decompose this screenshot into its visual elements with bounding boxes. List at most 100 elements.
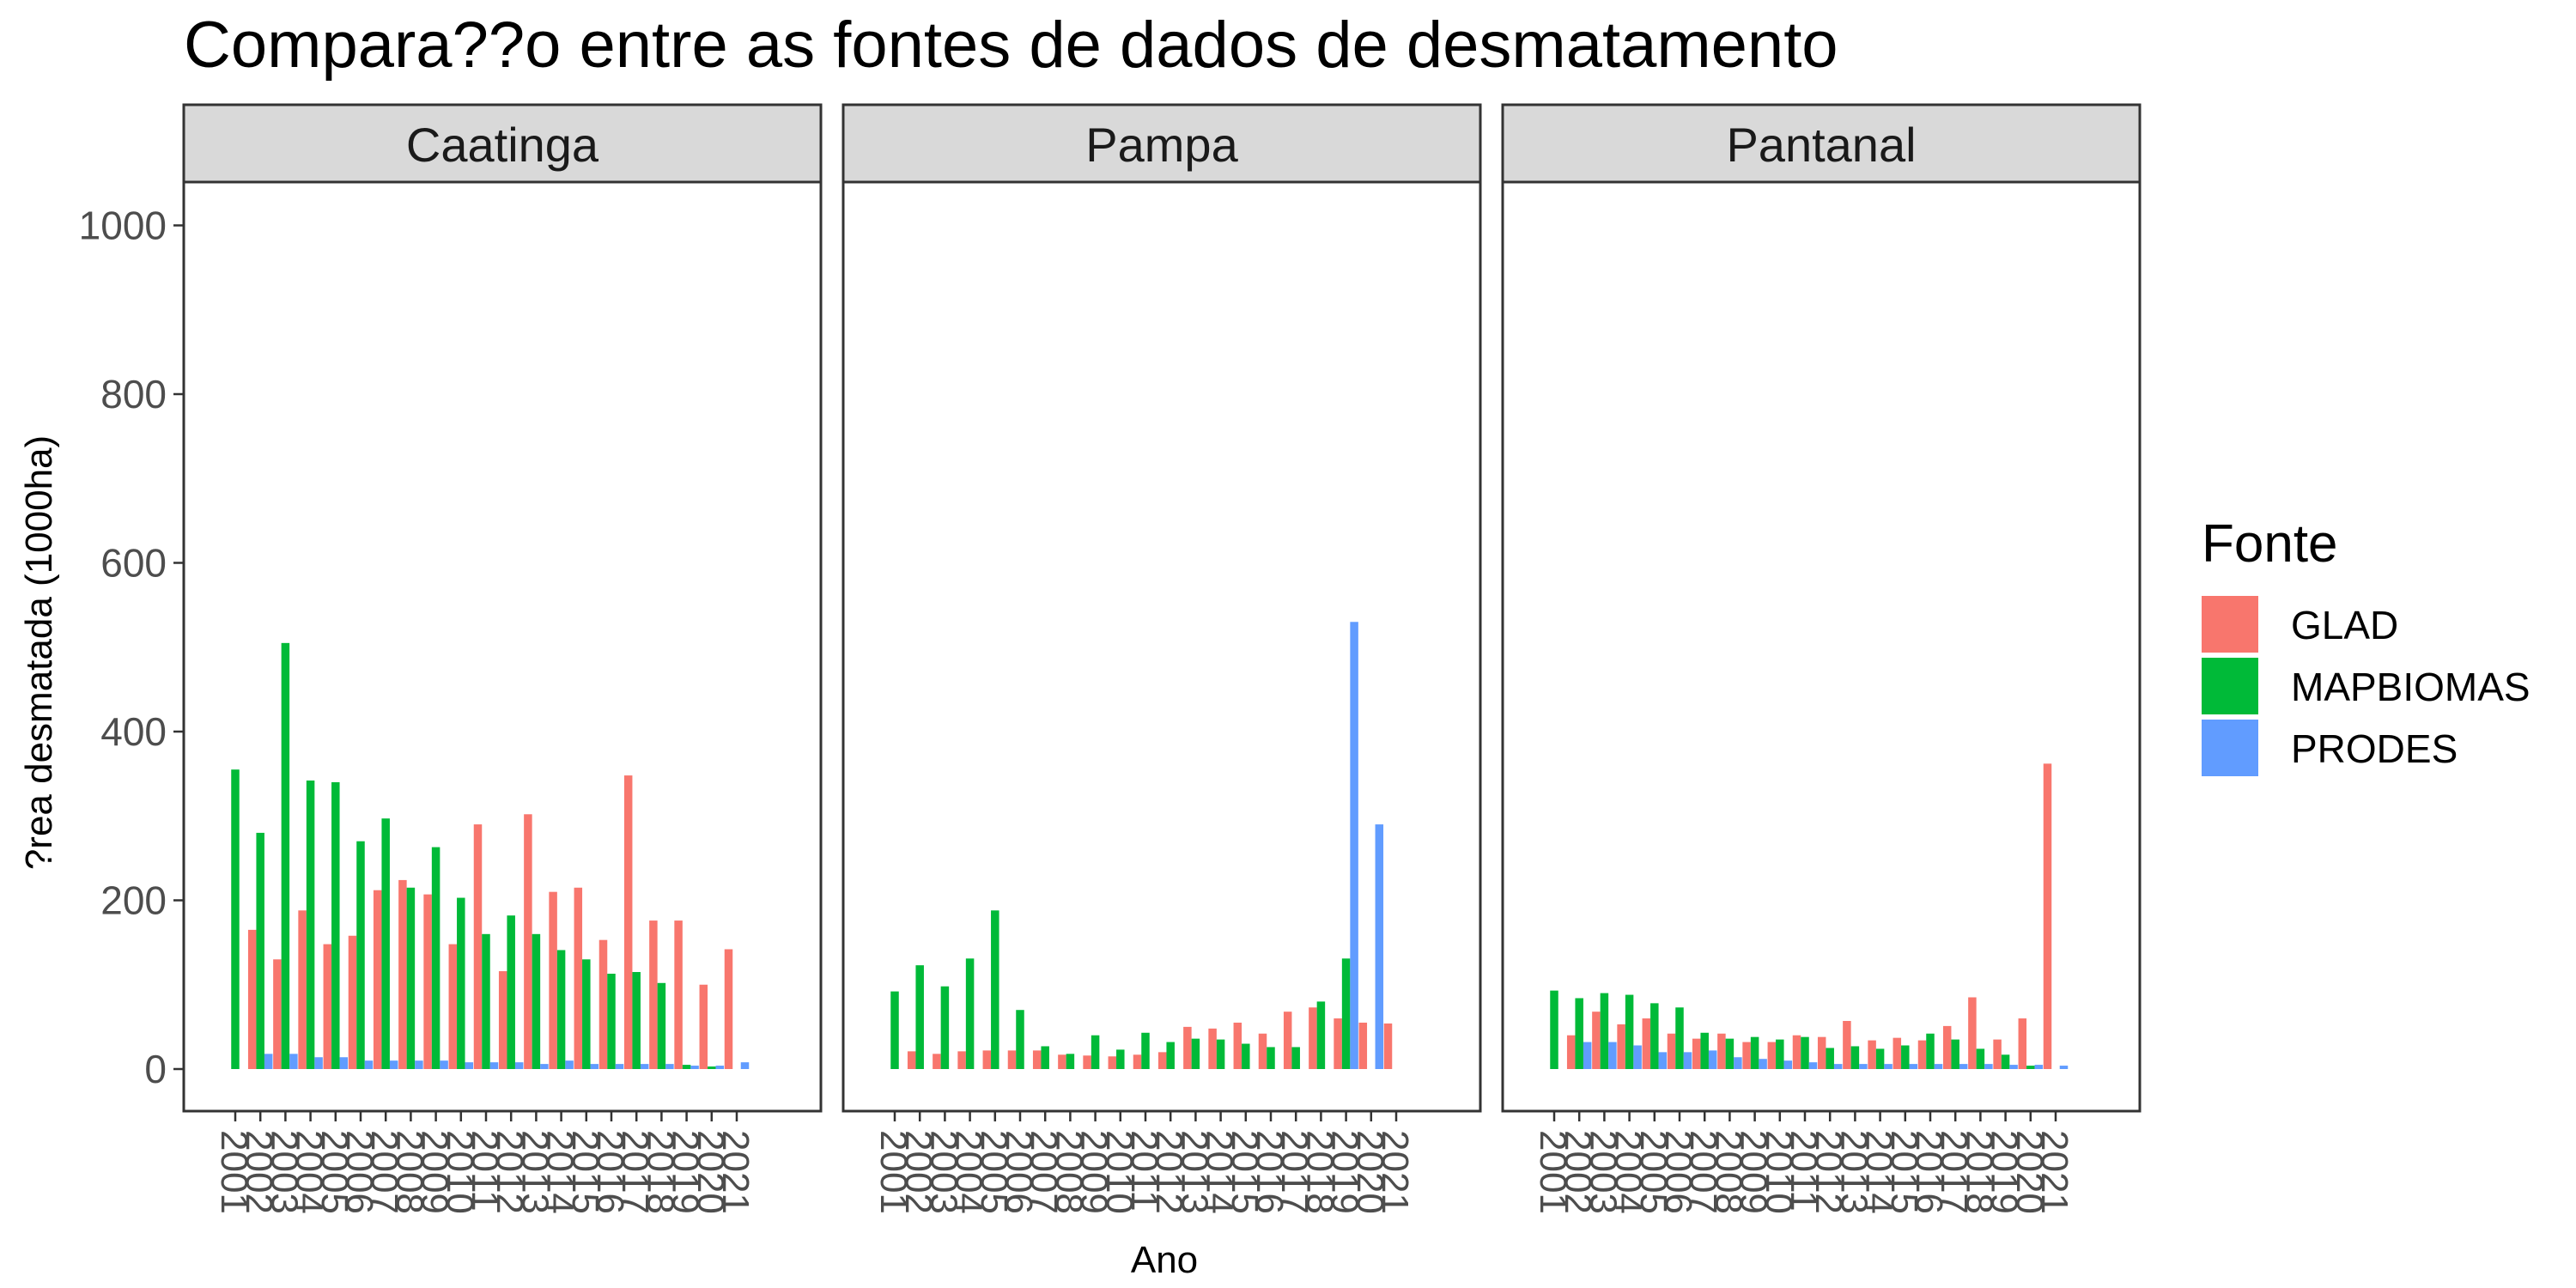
bar-pantanal-mapbiomas-2012: [1826, 1048, 1834, 1069]
facet-caatinga: Caatinga 20012002200320042005200620072008…: [182, 103, 823, 1214]
legend: Fonte GLAD MAPBIOMAS PRODES: [2202, 514, 2530, 776]
x-tick-label: 2013: [513, 1130, 556, 1214]
bar-pantanal-glad-2009: [1742, 1042, 1751, 1069]
x-tick-label: 2015: [1883, 1130, 1925, 1214]
bar-pampa-glad-2005: [982, 1050, 992, 1069]
bar-pantanal-prodes-2009: [1759, 1059, 1767, 1069]
x-tick-label: 2003: [922, 1130, 964, 1214]
bar-pampa-glad-2002: [907, 1051, 916, 1069]
x-tick-label: 2006: [998, 1130, 1040, 1214]
bar-caatinga-glad-2015: [574, 887, 583, 1069]
bar-pantanal-glad-2011: [1792, 1035, 1801, 1069]
x-tick-label: 2005: [313, 1130, 355, 1214]
x-tick-label: 2010: [439, 1130, 481, 1214]
bar-caatinga-glad-2004: [298, 910, 307, 1069]
panel-border: [182, 180, 823, 1113]
x-tick-label: 2014: [1858, 1130, 1900, 1214]
y-tick-label: 400: [100, 709, 167, 754]
bar-pampa-glad-2021: [1383, 1023, 1393, 1069]
bar-pampa-glad-2006: [1007, 1050, 1017, 1069]
bar-pampa-mapbiomas-2005: [991, 910, 999, 1069]
x-tick-label: 2014: [1199, 1130, 1241, 1214]
x-tick-label: 2018: [639, 1130, 681, 1214]
x-tick-label: 2011: [464, 1130, 506, 1212]
x-tick-label: 2004: [1607, 1130, 1649, 1214]
chart-title: Compara??o entre as fontes de dados de d…: [184, 9, 1838, 82]
x-tick-label: 2003: [1582, 1130, 1624, 1214]
bar-caatinga-glad-2014: [549, 891, 557, 1069]
bar-caatinga-mapbiomas-2002: [256, 832, 264, 1069]
bar-pampa-mapbiomas-2013: [1191, 1038, 1200, 1069]
x-tick-label: 2011: [1123, 1130, 1165, 1212]
bar-caatinga-mapbiomas-2014: [556, 950, 566, 1069]
bar-pantanal-prodes-2019: [2009, 1065, 2018, 1069]
x-tick-label: 2014: [539, 1130, 581, 1214]
x-tick-label: 2006: [338, 1130, 380, 1214]
x-tick-label: 2012: [1148, 1130, 1190, 1214]
bar-pantanal-glad-2018: [1968, 997, 1977, 1069]
bar-pampa-mapbiomas-2015: [1242, 1043, 1250, 1070]
bar-pantanal-prodes-2003: [1608, 1042, 1617, 1069]
y-tick-label: 600: [100, 541, 167, 586]
bar-pantanal-prodes-2007: [1708, 1050, 1717, 1069]
panel-border: [1501, 180, 2142, 1113]
bar-pantanal-prodes-2006: [1683, 1052, 1692, 1069]
bar-pantanal-mapbiomas-2013: [1850, 1046, 1860, 1069]
bar-pampa-mapbiomas-2004: [965, 958, 975, 1069]
y-tick-label: 200: [100, 878, 167, 923]
bar-pantanal-glad-2014: [1868, 1040, 1876, 1070]
bar-caatinga-glad-2021: [724, 949, 733, 1069]
bar-pampa-mapbiomas-2009: [1091, 1035, 1100, 1069]
bar-pampa-mapbiomas-2002: [915, 965, 924, 1069]
bar-caatinga-prodes-2010: [465, 1062, 474, 1069]
x-tick-label: 2001: [1532, 1130, 1574, 1214]
x-tick-label: 2021: [1374, 1130, 1416, 1214]
panel-background: [843, 182, 1480, 1111]
bar-caatinga-glad-2020: [699, 984, 708, 1069]
x-tick-label: 2013: [1832, 1130, 1874, 1214]
panel-background: [184, 182, 821, 1111]
bar-caatinga-prodes-2019: [690, 1066, 699, 1069]
bar-caatinga-mapbiomas-2012: [507, 915, 515, 1069]
x-tick-label: 2019: [1324, 1130, 1366, 1214]
bar-caatinga-prodes-2015: [590, 1064, 599, 1070]
facet-pantanal: Pantanal 20012002200320042005200620072008…: [1501, 103, 2142, 1214]
bar-caatinga-mapbiomas-2006: [356, 841, 365, 1069]
bar-pantanal-glad-2007: [1692, 1038, 1701, 1069]
bar-pantanal-glad-2015: [1893, 1037, 1902, 1069]
bar-caatinga-mapbiomas-2019: [682, 1065, 691, 1069]
bar-pampa-glad-2019: [1334, 1018, 1342, 1069]
bar-pampa-glad-2010: [1108, 1056, 1117, 1069]
bar-pampa-glad-2015: [1233, 1022, 1242, 1069]
bar-pantanal-glad-2017: [1942, 1025, 1952, 1069]
x-tick-label: 2001: [872, 1130, 914, 1214]
x-tick-label: 2009: [1733, 1130, 1775, 1214]
bar-pantanal-glad-2002: [1566, 1035, 1576, 1069]
y-axis: 0 200 400 600 800 1000: [79, 204, 184, 1091]
x-tick-label: 2017: [614, 1130, 656, 1214]
x-tick-label: 2020: [690, 1130, 732, 1214]
bar-pampa-mapbiomas-2007: [1041, 1046, 1049, 1069]
facet-strip-caatinga: [182, 103, 823, 184]
bar-caatinga-mapbiomas-2004: [306, 780, 315, 1069]
bar-pantanal-prodes-2004: [1633, 1045, 1642, 1069]
bar-pantanal-prodes-2010: [1783, 1060, 1793, 1069]
bar-pampa-mapbiomas-2016: [1267, 1047, 1275, 1069]
bar-pantanal-prodes-2011: [1808, 1062, 1818, 1069]
x-tick-label: 2007: [1682, 1130, 1724, 1214]
x-tick-label: 2002: [1557, 1130, 1599, 1214]
bar-caatinga-prodes-2014: [565, 1060, 574, 1069]
x-tick-label: 2013: [1173, 1130, 1215, 1214]
bar-pampa-glad-2003: [933, 1054, 941, 1070]
x-tick-label: 2021: [2033, 1130, 2075, 1214]
bar-pantanal-prodes-2018: [1984, 1064, 1993, 1070]
bar-caatinga-prodes-2009: [440, 1060, 448, 1069]
bar-caatinga-prodes-2007: [389, 1060, 398, 1069]
bar-caatinga-mapbiomas-2016: [607, 973, 616, 1069]
bar-pantanal-mapbiomas-2016: [1926, 1033, 1935, 1069]
x-tick-label: 2009: [414, 1130, 456, 1214]
x-axis-title: Ano: [1131, 1239, 1198, 1281]
bar-caatinga-glad-2011: [473, 824, 483, 1070]
bar-pampa-glad-2020: [1358, 1022, 1368, 1069]
